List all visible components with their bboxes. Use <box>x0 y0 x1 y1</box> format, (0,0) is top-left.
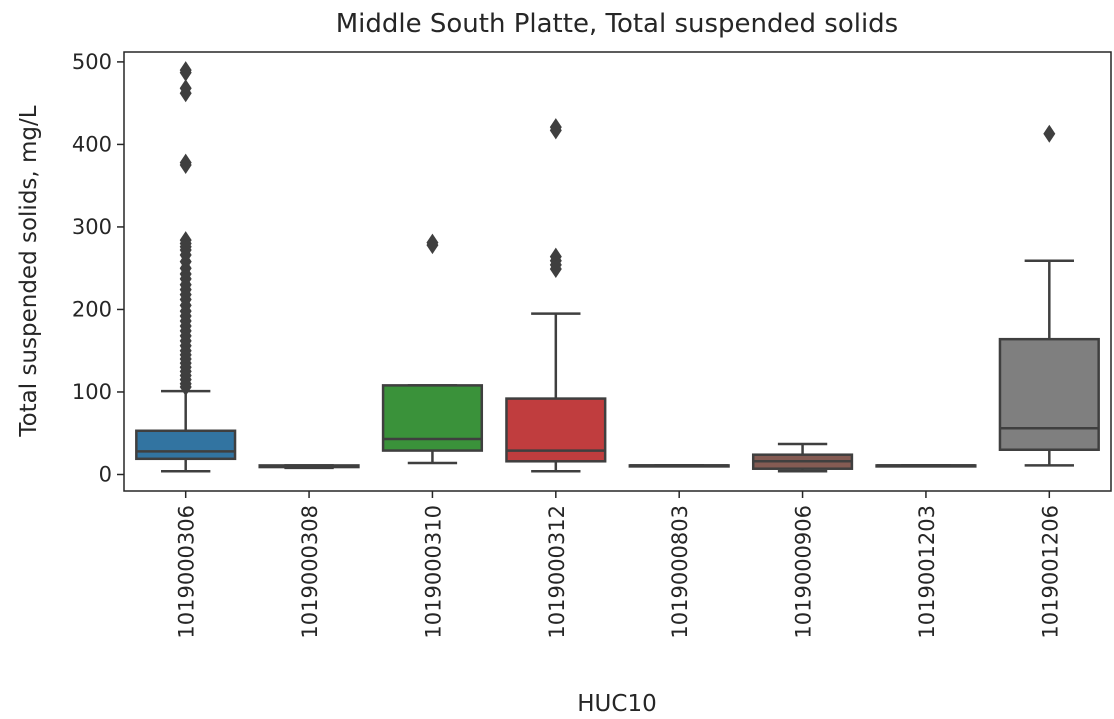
box-group-1019000306 <box>135 61 237 473</box>
box-iqr <box>381 384 484 452</box>
x-tick-label: 1019000803 <box>668 505 692 639</box>
y-tick-label: 200 <box>72 297 112 321</box>
x-tick-label: 1019001206 <box>1038 505 1062 639</box>
box-iqr <box>505 397 607 463</box>
y-tick-label: 400 <box>72 132 112 156</box>
y-axis-label: Total suspended solids, mg/L <box>16 105 42 437</box>
plot-marks <box>135 61 1100 473</box>
y-axis: 0 100 200 300 400 500 <box>72 50 124 486</box>
outlier-marker <box>426 236 439 255</box>
x-tick-label: 1019000312 <box>545 505 569 639</box>
box-iqr <box>998 337 1100 451</box>
y-tick-label: 0 <box>99 462 112 486</box>
x-axis-label: HUC10 <box>577 691 656 717</box>
y-tick-label: 500 <box>72 50 112 74</box>
outlier-marker <box>549 121 562 140</box>
box-group-1019001206 <box>998 124 1100 467</box>
box-group-1019000803 <box>628 464 730 468</box>
box-iqr <box>135 429 237 461</box>
box-group-1019001203 <box>875 464 977 468</box>
outlier-marker <box>179 156 192 175</box>
box-group-1019000906 <box>751 442 854 473</box>
box-group-1019000310 <box>381 233 484 465</box>
x-tick-label: 1019000906 <box>792 505 816 639</box>
x-tick-label: 1019000308 <box>298 505 322 639</box>
box-group-1019000308 <box>258 464 360 470</box>
y-tick-label: 300 <box>72 215 112 239</box>
outlier-marker <box>549 260 562 279</box>
box-group-1019000312 <box>505 118 607 473</box>
chart-title: Middle South Platte, Total suspended sol… <box>336 9 898 39</box>
x-tick-label: 1019001203 <box>915 505 939 639</box>
outlier-marker <box>179 84 192 103</box>
outlier-marker <box>179 63 192 82</box>
x-tick-label: 1019000310 <box>421 505 445 639</box>
outlier-marker <box>179 378 192 397</box>
outlier-marker <box>1043 124 1056 143</box>
plot-frame <box>123 51 1112 492</box>
x-tick-label: 1019000306 <box>175 505 199 639</box>
x-axis: 1019000306 1019000308 1019000310 1019000312… <box>175 491 1062 639</box>
y-tick-label: 100 <box>72 380 112 404</box>
